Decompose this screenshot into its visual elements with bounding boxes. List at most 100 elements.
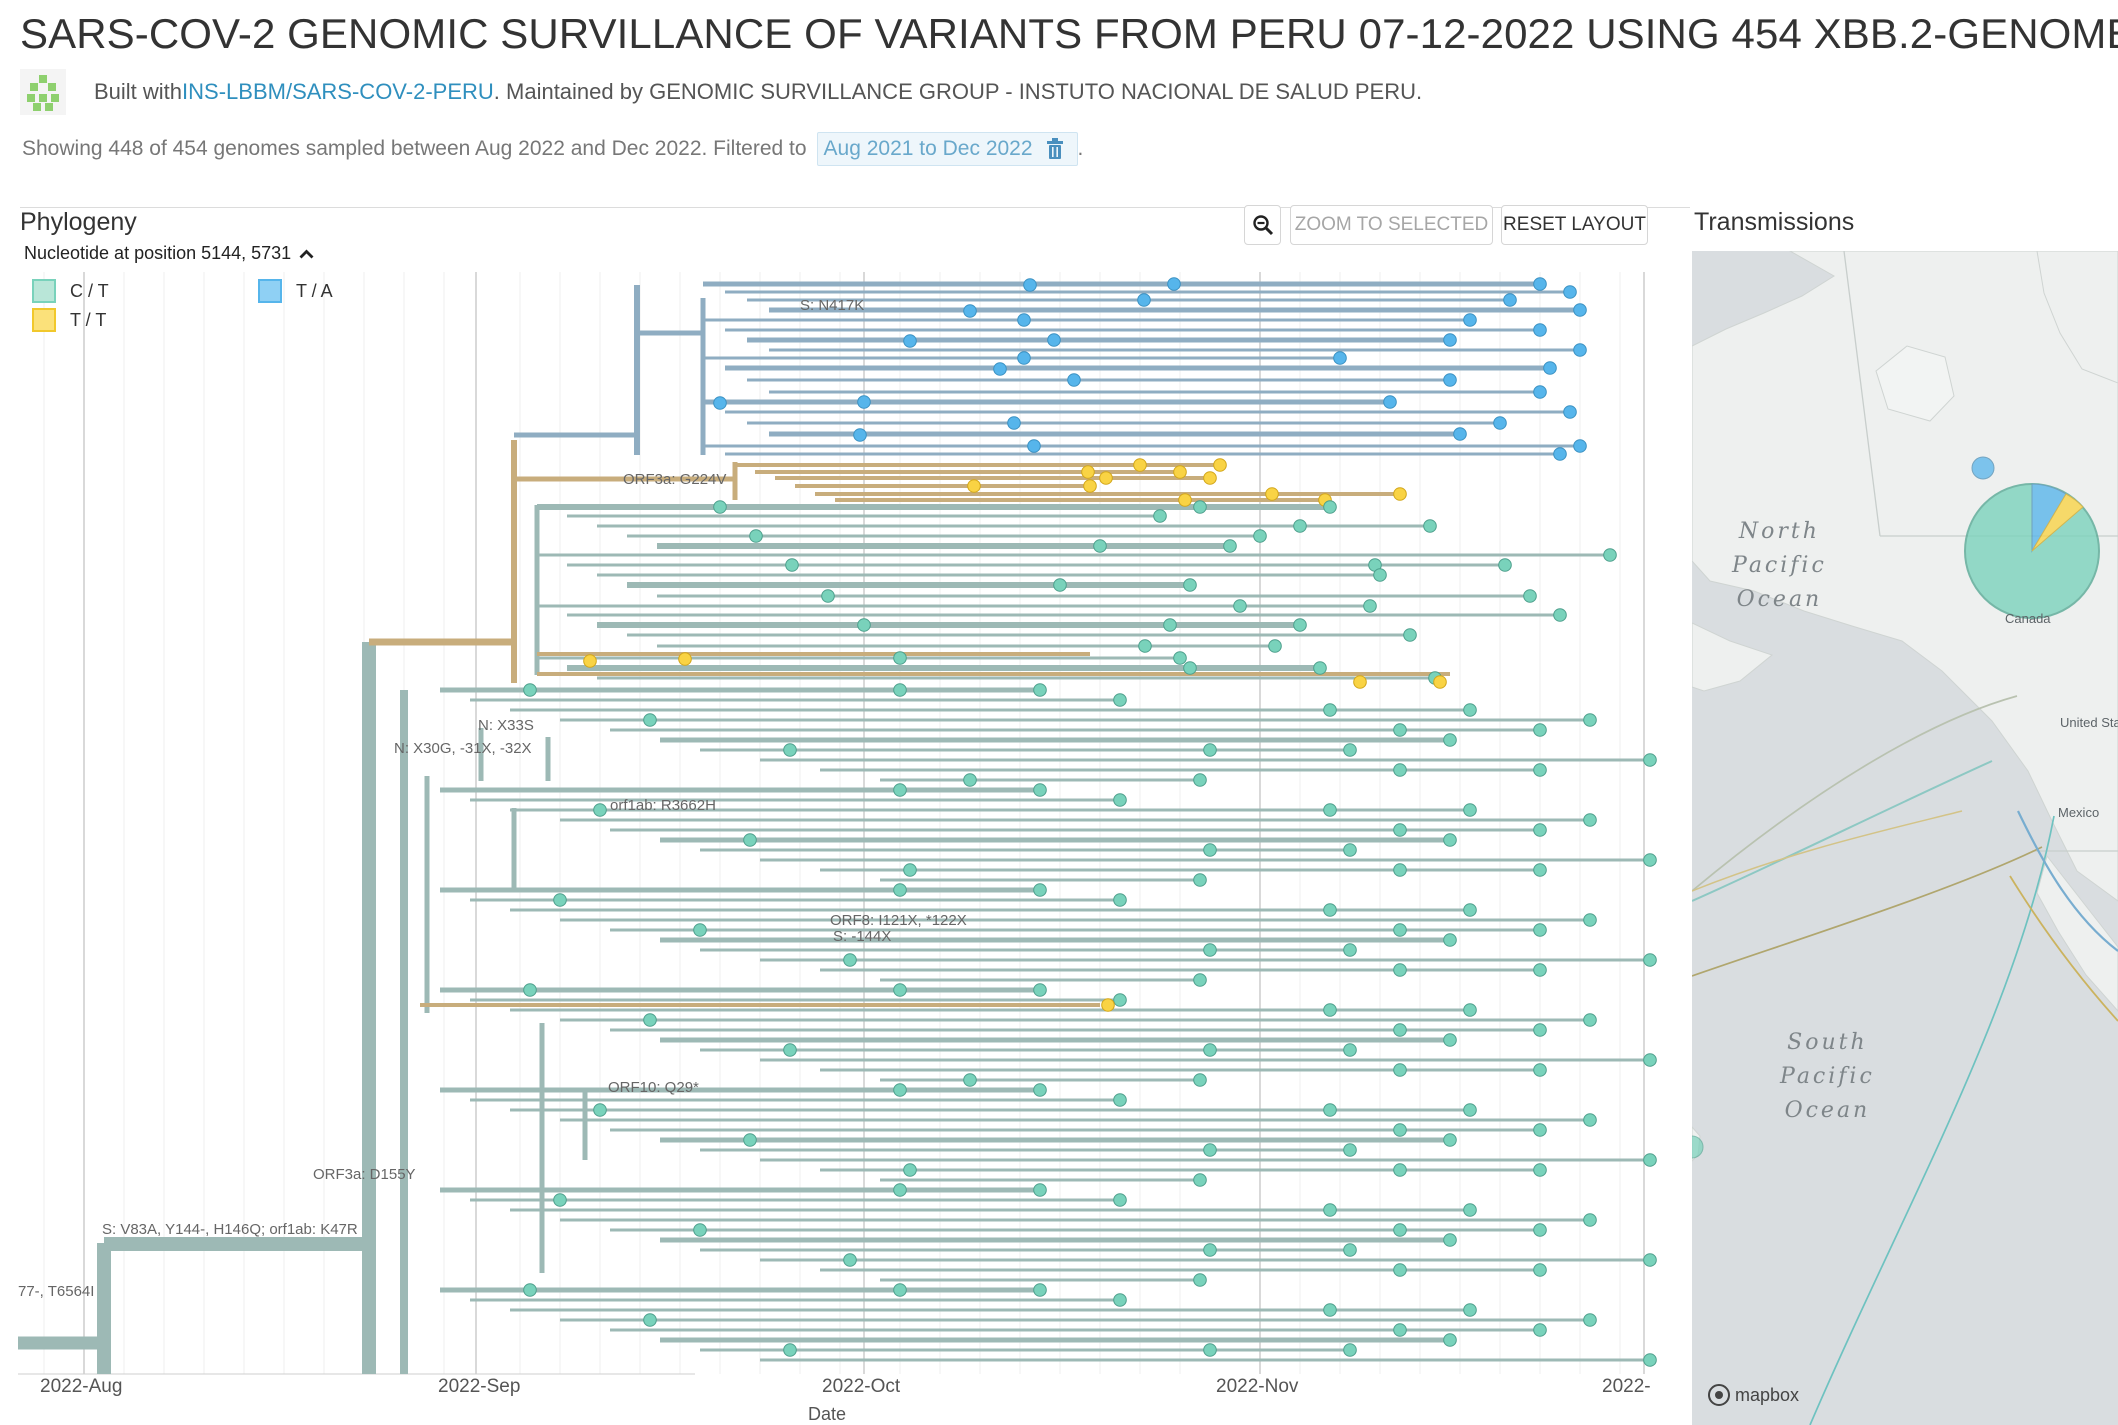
tree-tip[interactable] <box>1033 1083 1047 1097</box>
tree-tip[interactable] <box>1393 723 1407 737</box>
tree-tip[interactable] <box>1193 973 1207 987</box>
tree-tip[interactable] <box>643 1013 657 1027</box>
mapbox-attribution[interactable]: mapbox <box>1708 1382 1799 1408</box>
tree-tip[interactable] <box>1423 519 1437 533</box>
tree-tip[interactable] <box>1393 487 1407 501</box>
tree-tip[interactable] <box>893 983 907 997</box>
transmissions-map[interactable]: North Pacific Ocean South Pacific Ocean … <box>1692 251 2118 1425</box>
tree-tip[interactable] <box>903 863 917 877</box>
tree-tip[interactable] <box>893 651 907 665</box>
tree-tip[interactable] <box>1443 733 1457 747</box>
tree-tip[interactable] <box>1047 333 1061 347</box>
tree-tip[interactable] <box>1033 883 1047 897</box>
tree-tip[interactable] <box>1323 903 1337 917</box>
tree-tip[interactable] <box>1053 578 1067 592</box>
tree-tip[interactable] <box>1533 963 1547 977</box>
tree-tip[interactable] <box>1083 479 1097 493</box>
tree-tip[interactable] <box>693 1223 707 1237</box>
tree-tip[interactable] <box>583 654 597 668</box>
tree-tip[interactable] <box>1498 558 1512 572</box>
tree-tip[interactable] <box>1323 1203 1337 1217</box>
tree-tip[interactable] <box>1323 1303 1337 1317</box>
legend-item-tt[interactable]: T / T <box>32 306 106 334</box>
tree-tip[interactable] <box>1533 823 1547 837</box>
tree-tip[interactable] <box>1533 385 1547 399</box>
tree-tip[interactable] <box>843 1253 857 1267</box>
tree-tip[interactable] <box>1113 693 1127 707</box>
tree-tip[interactable] <box>1553 447 1567 461</box>
tree-tip[interactable] <box>1268 639 1282 653</box>
tree-tip[interactable] <box>903 334 917 348</box>
tree-tip[interactable] <box>893 883 907 897</box>
tree-tip[interactable] <box>1463 1103 1477 1117</box>
tree-tip[interactable] <box>1543 361 1557 375</box>
tree-tip[interactable] <box>1233 599 1247 613</box>
tree-tip[interactable] <box>1533 1163 1547 1177</box>
tree-tip[interactable] <box>1643 753 1657 767</box>
tree-tip[interactable] <box>1193 500 1207 514</box>
tree-tip[interactable] <box>1583 713 1597 727</box>
tree-tip[interactable] <box>1643 1253 1657 1267</box>
tree-tip[interactable] <box>1393 1323 1407 1337</box>
tree-tip[interactable] <box>1343 843 1357 857</box>
tree-tip[interactable] <box>783 1043 797 1057</box>
tree-tip[interactable] <box>1463 1203 1477 1217</box>
tree-tip[interactable] <box>1393 1063 1407 1077</box>
trash-icon[interactable] <box>1039 134 1071 164</box>
tree-tip[interactable] <box>1463 1303 1477 1317</box>
tree-tip[interactable] <box>1033 683 1047 697</box>
tree-tip[interactable] <box>1163 618 1177 632</box>
reset-layout-button[interactable]: RESET LAYOUT <box>1501 205 1648 245</box>
tree-tip[interactable] <box>1643 853 1657 867</box>
tree-tip[interactable] <box>523 983 537 997</box>
tree-tip[interactable] <box>1193 1273 1207 1287</box>
tree-tip[interactable] <box>1113 1093 1127 1107</box>
tree-tip[interactable] <box>1533 863 1547 877</box>
legend-toggle[interactable]: Nucleotide at position 5144, 5731 <box>24 243 314 264</box>
tree-tip[interactable] <box>1193 1173 1207 1187</box>
tree-tip[interactable] <box>1323 500 1337 514</box>
tree-tip[interactable] <box>1393 923 1407 937</box>
tree-tip[interactable] <box>1113 1193 1127 1207</box>
tree-tip[interactable] <box>1313 661 1327 675</box>
tree-tip[interactable] <box>713 500 727 514</box>
tree-tip[interactable] <box>853 428 867 442</box>
tree-tip[interactable] <box>1383 395 1397 409</box>
tree-tip[interactable] <box>1167 277 1181 291</box>
tree-tip[interactable] <box>1443 1233 1457 1247</box>
tree-tip[interactable] <box>1033 983 1047 997</box>
tree-tip[interactable] <box>1023 278 1037 292</box>
tree-tip[interactable] <box>1373 568 1387 582</box>
tree-tip[interactable] <box>1443 373 1457 387</box>
tree-tip[interactable] <box>1343 743 1357 757</box>
tree-tip[interactable] <box>1323 1103 1337 1117</box>
tree-tip[interactable] <box>1463 903 1477 917</box>
tree-tip[interactable] <box>1583 1113 1597 1127</box>
tree-tip[interactable] <box>1393 1223 1407 1237</box>
tree-tip[interactable] <box>1027 439 1041 453</box>
tree-tip[interactable] <box>1101 998 1115 1012</box>
tree-tip[interactable] <box>1393 863 1407 877</box>
tree-tip[interactable] <box>1533 277 1547 291</box>
tree-tip[interactable] <box>1643 1053 1657 1067</box>
tree-tip[interactable] <box>1443 833 1457 847</box>
tree-tip[interactable] <box>1503 293 1517 307</box>
tree-tip[interactable] <box>1343 1343 1357 1357</box>
tree-tip[interactable] <box>1443 1333 1457 1347</box>
tree-tip[interactable] <box>1463 1003 1477 1017</box>
tree-tip[interactable] <box>1573 303 1587 317</box>
tree-tip[interactable] <box>1173 651 1187 665</box>
tree-tip[interactable] <box>1573 439 1587 453</box>
tree-tip[interactable] <box>1523 589 1537 603</box>
tree-tip[interactable] <box>1393 823 1407 837</box>
tree-tip[interactable] <box>1443 333 1457 347</box>
tree-tip[interactable] <box>523 683 537 697</box>
tree-tip[interactable] <box>1553 608 1567 622</box>
tree-tip[interactable] <box>678 652 692 666</box>
tree-tip[interactable] <box>1265 487 1279 501</box>
tree-tip[interactable] <box>1323 803 1337 817</box>
tree-tip[interactable] <box>1463 703 1477 717</box>
tree-tip[interactable] <box>1343 1043 1357 1057</box>
tree-tip[interactable] <box>1453 427 1467 441</box>
tree-tip[interactable] <box>857 618 871 632</box>
